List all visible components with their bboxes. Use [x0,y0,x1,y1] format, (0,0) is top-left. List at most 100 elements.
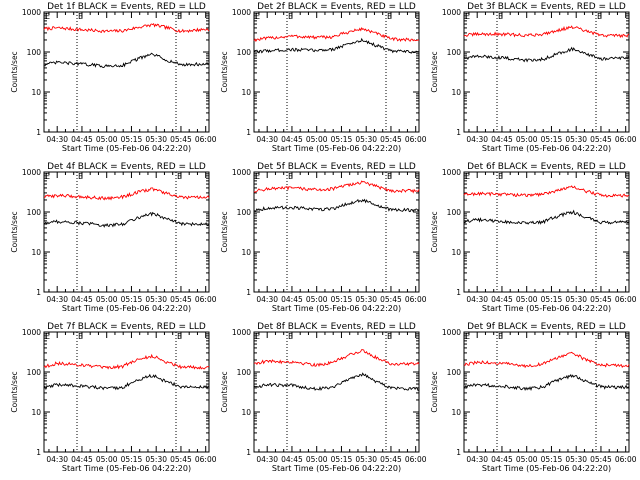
y-tick-label: 1000 [22,8,41,17]
lld-rate-line [253,27,420,43]
time-marker-flag: E [288,172,293,181]
plot-frame [43,331,210,453]
x-tick-label: 05:45 [590,295,612,304]
x-axis-label: Start Time (05-Feb-06 04:22:20) [62,304,191,313]
y-tick-label: 100 [447,48,462,57]
time-marker-flag: E [597,172,602,181]
time-marker-flag: E [597,332,602,341]
detector-panel-9: Det 9f BLACK = Events, RED = LLD 1 10 100 10… [430,322,637,473]
y-tick-label: 10 [451,408,461,417]
y-tick-label: 1 [456,128,461,137]
x-tick-label: 05:00 [96,455,118,464]
x-tick-label: 04:30 [256,295,278,304]
x-tick-label: 05:15 [331,295,353,304]
events-rate-line [43,373,209,391]
y-tick-label: 100 [237,208,252,217]
x-tick-label: 06:00 [195,455,217,464]
plot-frame [43,11,210,133]
detector-panel-2: Det 2f BLACK = Events, RED = LLD 1 10 100 10… [220,2,427,153]
x-tick-label: 05:45 [380,455,402,464]
x-tick-label: 05:15 [121,295,143,304]
y-axis-label: Counts/sec [220,371,229,412]
plot-frame [253,331,420,453]
x-tick-label: 04:30 [46,295,68,304]
y-tick-label: 1000 [22,328,41,337]
lld-rate-line [43,353,210,370]
panel-title: Det 9f BLACK = Events, RED = LLD [467,322,626,332]
plot-frame [253,171,420,293]
detector-panel-5: Det 5f BLACK = Events, RED = LLD 1 10 100 10… [220,162,427,313]
x-tick-label: 05:30 [145,135,167,144]
y-tick-label: 1 [36,448,41,457]
x-tick-label: 05:00 [516,455,538,464]
detector-panel-4: Det 4f BLACK = Events, RED = LLD 1 10 100 10… [10,162,217,313]
y-tick-label: 1 [36,288,41,297]
detector-panel-6: Det 6f BLACK = Events, RED = LLD 1 10 100 10… [430,162,637,313]
x-tick-label: 04:45 [491,295,513,304]
x-tick-label: 05:00 [96,135,118,144]
x-axis-label: Start Time (05-Feb-06 04:22:20) [482,464,611,473]
x-axis-label: Start Time (05-Feb-06 04:22:20) [272,144,401,153]
y-tick-label: 1 [246,288,251,297]
x-tick-label: 06:00 [405,135,427,144]
x-tick-label: 04:30 [466,455,488,464]
x-tick-label: 04:45 [491,135,513,144]
x-tick-label: 05:30 [565,135,587,144]
time-marker-flag: E [597,12,602,21]
time-marker-flag: E [177,172,182,181]
x-tick-label: 04:30 [46,455,68,464]
detector-panel-8: Det 8f BLACK = Events, RED = LLD 1 10 100 10… [220,322,427,473]
y-tick-label: 1000 [232,328,251,337]
x-tick-label: 05:15 [541,455,563,464]
x-axis-label: Start Time (05-Feb-06 04:22:20) [272,464,401,473]
time-marker-flag: E [498,332,503,341]
y-tick-label: 100 [27,208,42,217]
time-marker-flag: E [288,12,293,21]
plot-frame [253,11,420,133]
time-marker-flag: E [498,172,503,181]
y-tick-label: 10 [31,88,41,97]
x-tick-label: 06:00 [195,295,217,304]
y-tick-label: 10 [31,408,41,417]
x-tick-label: 06:00 [615,295,637,304]
x-tick-label: 05:00 [306,135,328,144]
lld-rate-line [463,25,630,39]
x-axis-label: Start Time (05-Feb-06 04:22:20) [62,144,191,153]
y-tick-label: 1 [246,128,251,137]
y-tick-label: 10 [241,248,251,257]
x-tick-label: 04:45 [281,455,303,464]
y-tick-label: 1000 [442,8,461,17]
panel-title: Det 5f BLACK = Events, RED = LLD [257,162,416,172]
y-axis-label: Counts/sec [10,51,19,92]
y-tick-label: 1000 [232,8,251,17]
detector-panel-7: Det 7f BLACK = Events, RED = LLD 1 10 100 10… [10,322,217,473]
x-axis-label: Start Time (05-Feb-06 04:22:20) [482,304,611,313]
panel-title: Det 8f BLACK = Events, RED = LLD [257,322,416,332]
panel-title: Det 1f BLACK = Events, RED = LLD [47,2,206,12]
start-flag: E [255,12,260,21]
start-flag: E [45,332,50,341]
y-tick-label: 1 [456,448,461,457]
y-axis-label: Counts/sec [10,211,19,252]
x-axis-label: Start Time (05-Feb-06 04:22:20) [482,144,611,153]
plot-frame [463,331,630,453]
time-marker-flag: E [78,332,83,341]
events-rate-line [43,211,210,228]
x-tick-label: 05:45 [170,135,192,144]
x-tick-label: 05:15 [331,455,353,464]
x-tick-label: 05:00 [306,455,328,464]
y-tick-label: 1 [456,288,461,297]
lld-rate-line [253,349,420,368]
x-axis-label: Start Time (05-Feb-06 04:22:20) [272,304,401,313]
y-tick-label: 100 [237,48,252,57]
y-tick-label: 1000 [22,168,41,177]
time-marker-flag: E [498,12,503,21]
x-tick-label: 05:30 [145,455,167,464]
x-tick-label: 05:30 [355,135,377,144]
time-marker-flag: E [387,172,392,181]
start-flag: E [45,172,50,181]
detector-panel-1: Det 1f BLACK = Events, RED = LLD 1 10 100 10… [10,2,217,153]
x-tick-label: 05:15 [541,295,563,304]
time-marker-flag: E [177,12,182,21]
